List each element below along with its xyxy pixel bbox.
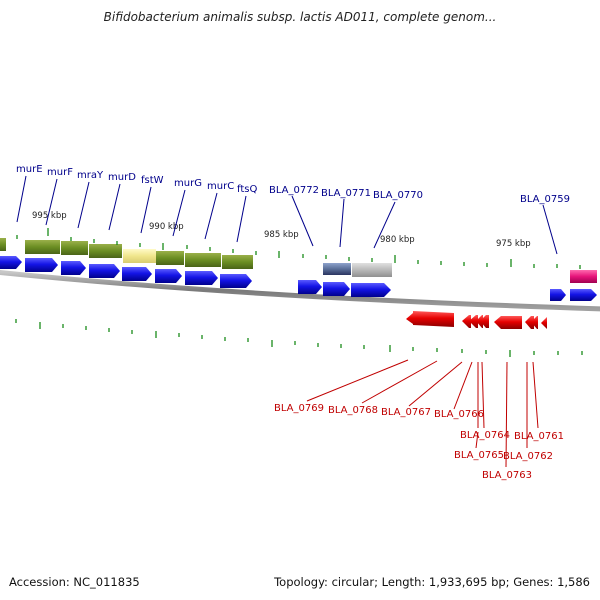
gene-label[interactable]: murE xyxy=(16,164,43,175)
reverse-genes[interactable] xyxy=(406,311,547,329)
gene-label[interactable]: murD xyxy=(108,172,136,183)
scale-label: 980 kbp xyxy=(380,235,415,245)
gene-BLA_0763[interactable] xyxy=(525,316,534,329)
reverse-labels: BLA_0769 BLA_0768 BLA_0767 BLA_0766 BLA_… xyxy=(274,403,564,481)
topology-info: Topology: circular; Length: 1,933,695 bp… xyxy=(274,575,590,589)
gene-label[interactable]: BLA_0772 xyxy=(269,185,319,196)
gene-ftsQ[interactable] xyxy=(298,280,322,294)
gene-BLA_0762[interactable] xyxy=(531,316,538,329)
gene-label[interactable]: BLA_0767 xyxy=(381,407,431,418)
gene-BLA_0761[interactable] xyxy=(541,317,547,329)
forward-leader-lines xyxy=(16,175,558,255)
genome-backbone xyxy=(0,269,600,312)
gene-label[interactable]: BLA_0771 xyxy=(321,188,371,199)
cog-strip-forward xyxy=(0,238,597,283)
gene-label[interactable]: BLA_0762 xyxy=(503,451,553,462)
accession-info: Accession: NC_011835 xyxy=(9,575,140,589)
gene-murF[interactable] xyxy=(61,261,86,275)
gene-label[interactable]: BLA_0763 xyxy=(482,470,532,481)
gene-BLA_0771[interactable] xyxy=(351,283,391,297)
gene-murD[interactable] xyxy=(122,267,152,281)
gene-label[interactable]: ftsQ xyxy=(237,184,257,195)
gene-mraY[interactable] xyxy=(89,264,120,278)
gene-label[interactable]: murG xyxy=(174,178,202,189)
gene-label[interactable]: mraY xyxy=(77,170,104,181)
map-title: Bifidobacterium animalis subsp. lactis A… xyxy=(103,10,497,24)
gene-label[interactable]: BLA_0768 xyxy=(328,405,378,416)
reverse-leader-lines xyxy=(306,359,539,468)
gene-forward[interactable] xyxy=(0,256,22,269)
gene-label[interactable]: murC xyxy=(207,181,234,192)
scale-label: 975 kbp xyxy=(496,239,531,249)
scale-label: 990 kbp xyxy=(149,222,184,232)
gene-BLA_0759[interactable] xyxy=(570,289,597,301)
scale-label: 995 kbp xyxy=(32,211,67,221)
forward-genes[interactable] xyxy=(0,256,597,301)
gene-murE[interactable] xyxy=(25,258,58,272)
gene-murC[interactable] xyxy=(220,274,252,288)
forward-labels: murE murF mraY murD fstW murG murC ftsQ … xyxy=(16,164,570,205)
gene-BLA_0770[interactable] xyxy=(550,289,566,301)
scale-ticks xyxy=(15,228,583,357)
gene-label[interactable]: BLA_0769 xyxy=(274,403,324,414)
gene-label[interactable]: BLA_0770 xyxy=(373,190,423,201)
gene-label[interactable]: BLA_0764 xyxy=(460,430,510,441)
gene-label[interactable]: BLA_0761 xyxy=(514,431,564,442)
gene-BLA_0769[interactable] xyxy=(406,311,454,327)
gene-murG[interactable] xyxy=(185,271,218,285)
gene-BLA_0767[interactable] xyxy=(469,315,478,328)
gene-BLA_0765[interactable] xyxy=(480,315,489,328)
gene-label[interactable]: BLA_0765 xyxy=(454,450,504,461)
scale-label: 985 kbp xyxy=(264,230,299,240)
scale-labels: 995 kbp 990 kbp 985 kbp 980 kbp 975 kbp xyxy=(32,211,531,249)
gene-BLA_0766[interactable] xyxy=(476,315,483,328)
gene-BLA_0772[interactable] xyxy=(323,282,350,296)
gene-label[interactable]: BLA_0766 xyxy=(434,409,484,420)
gene-fstW[interactable] xyxy=(155,269,182,283)
gene-label[interactable]: BLA_0759 xyxy=(520,194,570,205)
gene-label[interactable]: murF xyxy=(47,167,73,178)
gene-BLA_0768[interactable] xyxy=(462,315,471,328)
gene-BLA_0764[interactable] xyxy=(494,316,522,329)
gene-label[interactable]: fstW xyxy=(141,175,164,186)
